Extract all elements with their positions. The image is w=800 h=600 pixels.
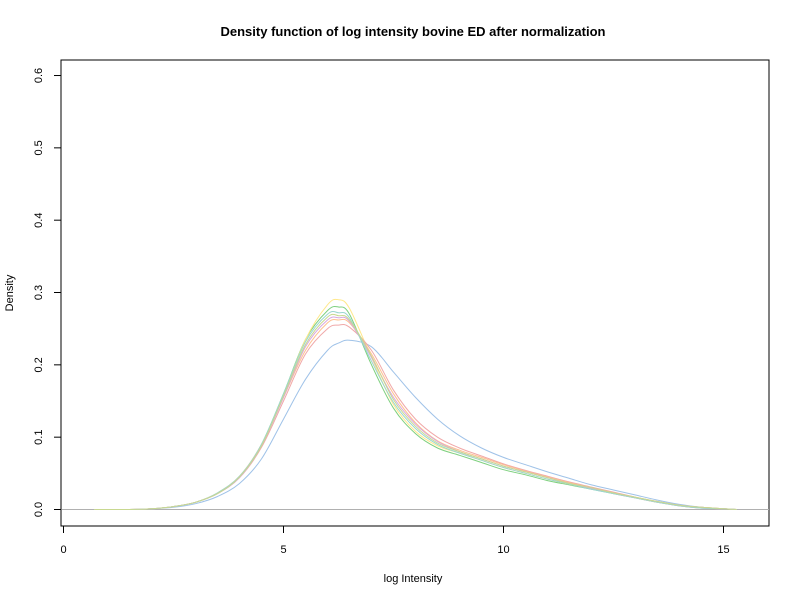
x-axis: 0 5 10 15	[60, 525, 730, 556]
density-line-1	[94, 305, 737, 511]
density-line-5	[94, 318, 737, 511]
plot-frame	[60, 59, 770, 527]
y-tick-label: 0.0	[33, 502, 45, 517]
x-axis-label: log Intensity	[384, 573, 443, 585]
x-tick-label: 0	[60, 544, 66, 556]
x-tick-label: 10	[497, 544, 509, 556]
y-tick-label: 0.5	[33, 140, 45, 155]
y-axis-label: Density	[4, 274, 16, 311]
x-tick-label: 5	[280, 544, 286, 556]
series-group	[94, 298, 737, 511]
y-axis: 0.0 0.1 0.2 0.3 0.4 0.5 0.6	[33, 68, 62, 517]
y-tick-label: 0.1	[33, 430, 45, 445]
density-line-2	[94, 298, 737, 511]
density-line-6	[94, 316, 737, 511]
density-line-7	[94, 310, 737, 511]
density-line-3	[94, 339, 737, 511]
y-tick-label: 0.3	[33, 285, 45, 300]
y-tick-label: 0.6	[33, 68, 45, 83]
x-tick-label: 15	[717, 544, 729, 556]
y-tick-label: 0.4	[33, 213, 45, 228]
chart-title: Density function of log intensity bovine…	[221, 24, 606, 39]
density-line-8	[94, 313, 737, 511]
y-tick-label: 0.2	[33, 357, 45, 372]
density-line-4	[94, 323, 737, 511]
